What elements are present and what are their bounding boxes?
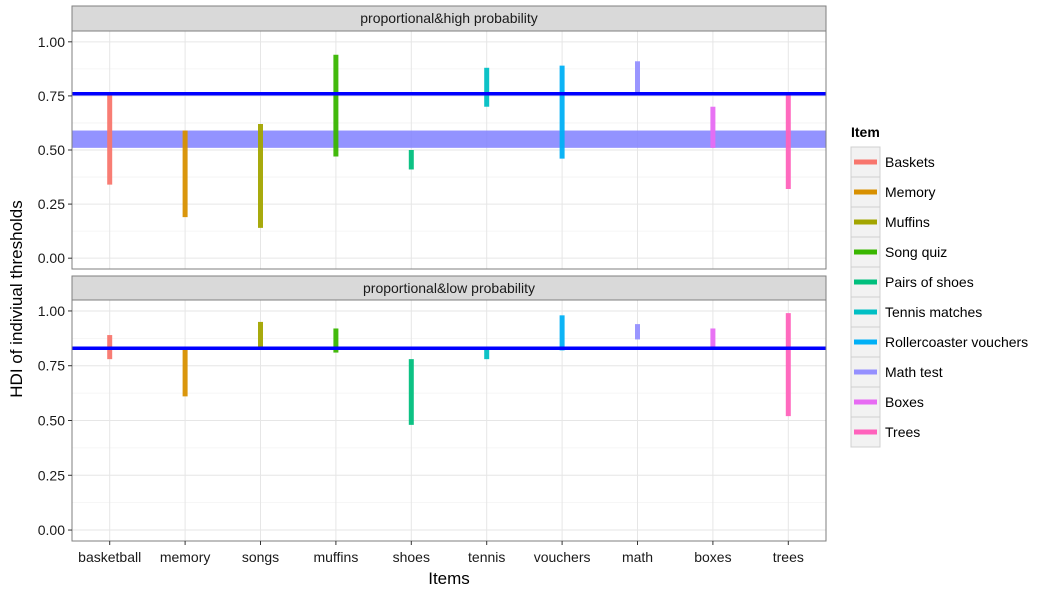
legend-label: Trees <box>885 424 920 440</box>
legend-item: Pairs of shoes <box>850 266 974 298</box>
legend-label: Rollercoaster vouchers <box>885 334 1028 350</box>
facet-strip-label: proportional&high probability <box>360 10 537 26</box>
x-tick-label-muffins: muffins <box>313 549 358 565</box>
legend-item: Song quiz <box>850 236 947 268</box>
legend-label: Muffins <box>885 214 930 230</box>
x-tick-label-tennis: tennis <box>468 549 505 565</box>
legend-item: Memory <box>850 176 936 208</box>
legend: Item Baskets Memory Muffins Song quiz Pairs o… <box>850 124 1028 448</box>
legend-item: Boxes <box>850 386 924 418</box>
y-tick-label: 1.00 <box>38 303 65 319</box>
y-tick-label: 0.25 <box>38 196 65 212</box>
legend-item: Muffins <box>850 206 930 238</box>
legend-item: Tennis matches <box>850 296 982 328</box>
legend-label: Memory <box>885 184 936 200</box>
legend-label: Pairs of shoes <box>885 274 974 290</box>
y-tick-label: 0.25 <box>38 467 65 483</box>
x-tick-label-math: math <box>622 549 653 565</box>
panel-0: proportional&high probability <box>71 5 827 270</box>
y-tick-label: 0.00 <box>38 522 65 538</box>
legend-label: Tennis matches <box>885 304 982 320</box>
x-tick-label-vouchers: vouchers <box>534 549 591 565</box>
legend-label: Baskets <box>885 154 935 170</box>
y-tick-label: 0.50 <box>38 413 65 429</box>
legend-item: Math test <box>850 356 943 388</box>
y-tick-label: 0.75 <box>38 88 65 104</box>
x-tick-label-basketball: basketball <box>78 549 141 565</box>
legend-item: Trees <box>850 416 920 448</box>
facet-strip-label: proportional&low probability <box>363 280 535 296</box>
y-tick-label: 0.50 <box>38 142 65 158</box>
legend-label: Boxes <box>885 394 924 410</box>
y-tick-label: 0.75 <box>38 358 65 374</box>
legend-item: Rollercoaster vouchers <box>850 326 1028 358</box>
legend-title: Item <box>851 124 880 140</box>
x-axis-title: Items <box>428 569 470 588</box>
legend-item: Baskets <box>850 146 935 178</box>
y-tick-label: 1.00 <box>38 34 65 50</box>
x-tick-label-songs: songs <box>242 549 279 565</box>
panel-1: proportional&low probability <box>71 275 827 542</box>
x-tick-label-shoes: shoes <box>393 549 430 565</box>
x-tick-label-boxes: boxes <box>694 549 731 565</box>
facet-strip <box>71 5 827 32</box>
y-tick-label: 0.00 <box>38 250 65 266</box>
axes-layer: 0.00 0.25 0.50 0.75 1.00 0.00 0.25 0.50 0.75 1.00… <box>38 34 804 565</box>
legend-label: Song quiz <box>885 244 947 260</box>
y-axis-title: HDI of indiviual thresholds <box>7 200 26 397</box>
panels-layer: proportional&high probability proportiona… <box>71 5 827 542</box>
x-tick-label-trees: trees <box>773 549 804 565</box>
x-tick-label-memory: memory <box>160 549 211 565</box>
legend-label: Math test <box>885 364 943 380</box>
